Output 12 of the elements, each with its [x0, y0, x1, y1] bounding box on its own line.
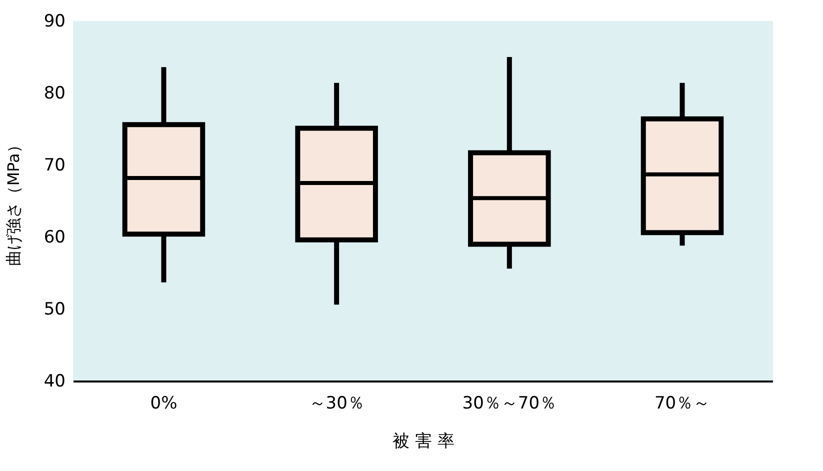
y-tick-label: 70 [44, 156, 66, 176]
y-axis-title: 曲げ強さ（MPa） [4, 137, 23, 266]
x-tick-label: 30％～70％ [462, 394, 557, 414]
x-tick-label: 70％～ [654, 394, 710, 414]
x-tick-label: 0% [150, 394, 178, 414]
y-tick-label: 60 [44, 228, 66, 248]
x-tick-label: ～30％ [308, 394, 364, 414]
y-tick-label: 80 [44, 84, 66, 104]
y-tick-label: 40 [44, 372, 66, 392]
x-axis-title: 被 害 率 [392, 432, 454, 452]
y-tick-label: 50 [44, 300, 66, 320]
y-tick-label: 90 [44, 12, 66, 32]
